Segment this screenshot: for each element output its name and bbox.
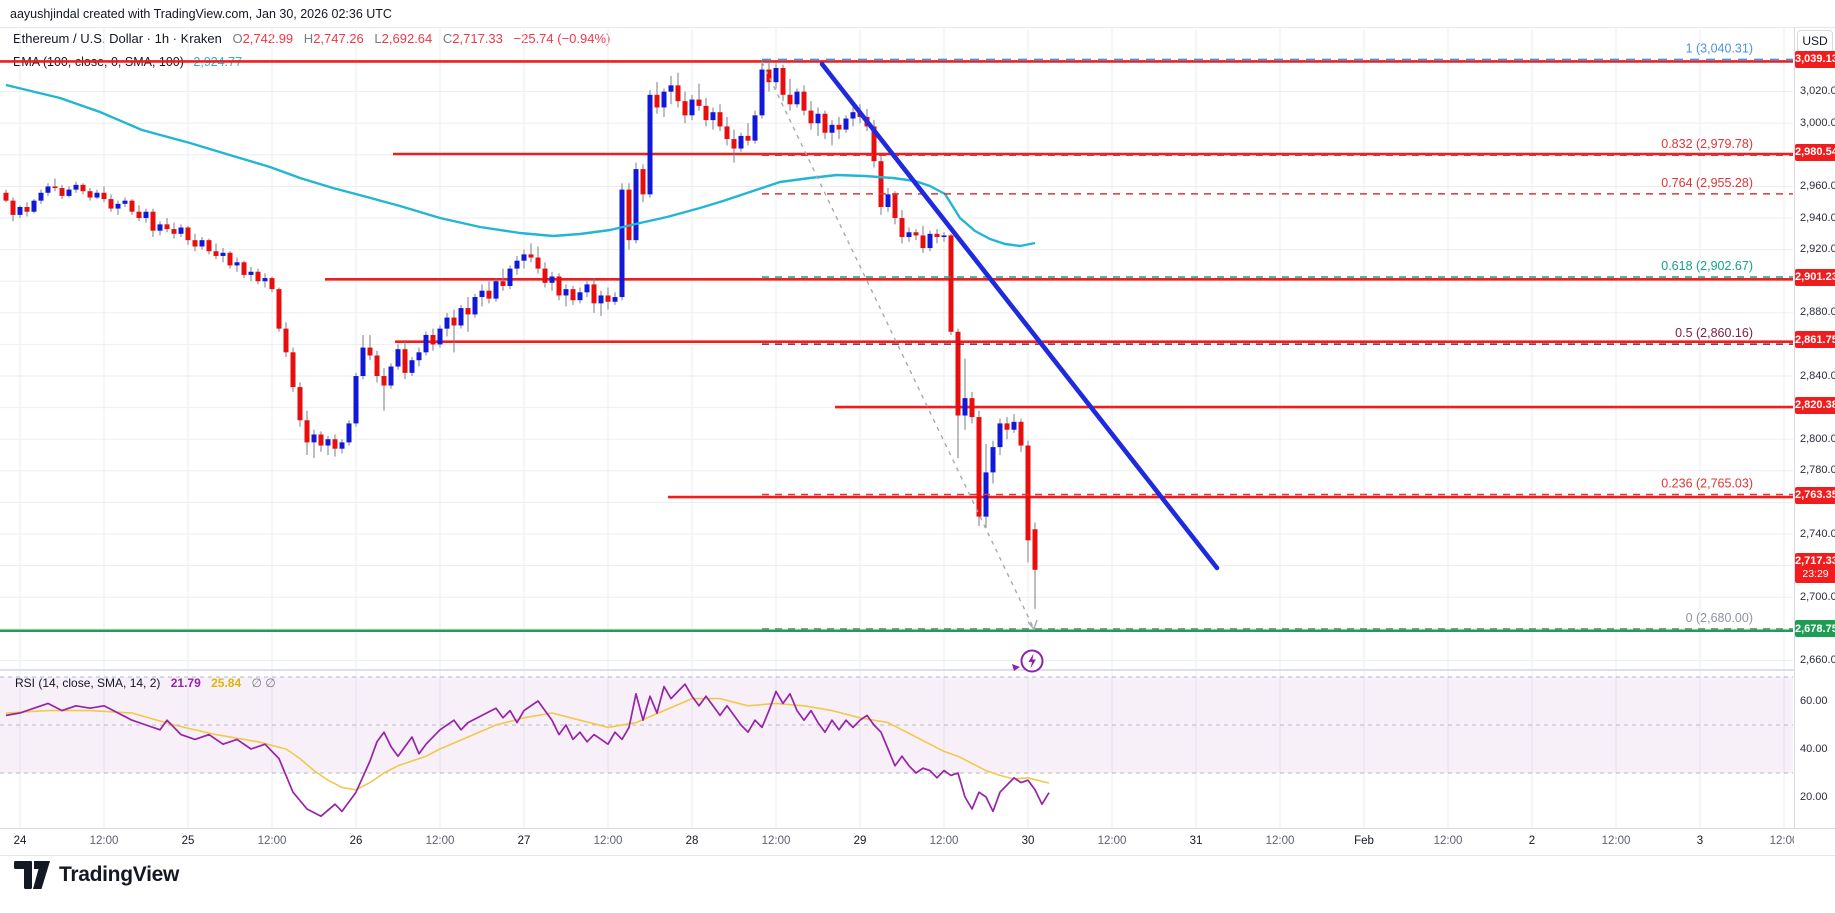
time-tick-label: 12:00 — [257, 835, 287, 847]
fib-level-label: 0.618 (2,902.67) — [1661, 259, 1753, 273]
rsi-label: RSI (14, close, SMA, 14, 2) — [15, 676, 161, 690]
rsi-tick-label: 20.00 — [1800, 790, 1828, 803]
price-tick-label: 2,840.00 — [1800, 369, 1835, 382]
price-level-badge: 2,763.35 — [1795, 486, 1835, 504]
time-tick-label: 25 — [181, 835, 195, 847]
low-label: L — [374, 31, 382, 46]
time-tick-label: 12:00 — [1601, 835, 1631, 847]
high-value: 2,747.26 — [313, 31, 364, 46]
brand-wordmark: TradingView — [59, 863, 180, 886]
time-tick-label: 12:00 — [761, 835, 791, 847]
time-tick-label: 12:00 — [1769, 835, 1794, 847]
time-tick-label: 12:00 — [1433, 835, 1463, 847]
time-tick-label: 27 — [517, 835, 531, 847]
time-tick-label: 28 — [685, 835, 699, 847]
time-tick-label: 12:00 — [1265, 835, 1295, 847]
time-axis[interactable]: 24 12:00 25 12:00 26 12:00 27 12:00 28 12:00 29 12:… — [0, 828, 1835, 856]
countdown-timer: 23:29 — [1802, 568, 1829, 581]
attribution-bar: aayushjindal created with TradingView.co… — [0, 0, 1835, 28]
price-level-badge: 2,901.23 — [1795, 268, 1835, 286]
time-tick-label: 3 — [1696, 835, 1704, 847]
rsi-line — [5, 683, 1050, 818]
price-tick-label: 2,940.00 — [1800, 211, 1835, 224]
fib-level-label: 0.5 (2,860.16) — [1675, 326, 1753, 340]
price-axis[interactable]: USD 3,020.00 3,000.00 2,960.00 2,940.00 2,92… — [1794, 28, 1835, 828]
price-tick-label: 2,920.00 — [1800, 243, 1835, 256]
currency-toggle-button[interactable]: USD — [1797, 30, 1833, 53]
time-tick-label: 12:00 — [929, 835, 959, 847]
price-tick-label: 2,800.00 — [1800, 432, 1835, 445]
price-level-badge: 3,039.13 — [1795, 50, 1835, 68]
price-level-badge: 2,861.75 — [1795, 331, 1835, 349]
price-tick-label: 3,020.00 — [1800, 85, 1835, 98]
fib-level-label: 0.764 (2,955.28) — [1661, 176, 1753, 190]
close-value: 2,717.33 — [452, 31, 503, 46]
rsi-tick-label: 40.00 — [1800, 742, 1828, 755]
time-tick-label: 12:00 — [1097, 835, 1127, 847]
close-label: C — [442, 31, 453, 46]
current-price-badge: 2,717.33 23:29 — [1795, 552, 1835, 583]
high-label: H — [303, 31, 314, 46]
time-tick-label: 12:00 — [89, 835, 119, 847]
tradingview-footer[interactable]: TradingView — [14, 861, 179, 889]
low-value: 2,692.64 — [381, 31, 433, 46]
time-tick-label: 31 — [1189, 835, 1203, 847]
attribution-text: aayushjindal created with TradingView.co… — [10, 7, 392, 21]
rsi-ma-line — [5, 697, 1050, 791]
price-level-badge: 2,820.38 — [1795, 396, 1835, 414]
lightning-bolt-icon — [1028, 653, 1036, 669]
time-tick-label: 24 — [13, 835, 27, 847]
ema-line — [5, 83, 1036, 248]
price-tick-label: 2,740.00 — [1800, 527, 1835, 540]
cursor-pointer-icon — [1012, 664, 1020, 671]
symbol-title: Ethereum / U.S. Dollar · 1h · Kraken — [13, 31, 222, 46]
time-tick-label: Feb — [1354, 835, 1374, 847]
fib-baseline — [761, 61, 1035, 630]
price-level-badge: 2,678.75 — [1795, 620, 1835, 638]
rsi-tick-label: 60.00 — [1800, 694, 1828, 707]
price-tick-label: 2,660.00 — [1800, 653, 1835, 666]
fib-level-label: 0.236 (2,765.03) — [1661, 476, 1753, 490]
time-tick-label: 26 — [349, 835, 363, 847]
open-value: 2,742.99 — [242, 31, 294, 46]
rsi-empty-values: ∅ ∅ — [251, 676, 276, 690]
fib-level-label: 0 (2,680.00) — [1686, 611, 1753, 625]
price-tick-label: 2,960.00 — [1800, 179, 1835, 192]
time-tick-label: 29 — [853, 835, 867, 847]
chart-canvas[interactable]: 1 (3,040.31) 0.832 (2,979.78) 0.764 (2,955… — [0, 0, 1794, 828]
rsi-value: 21.79 — [170, 676, 201, 690]
fib-level-label: 1 (3,040.31) — [1686, 42, 1753, 56]
time-tick-label: 12:00 — [425, 835, 455, 847]
fib-level-label: 0.832 (2,979.78) — [1661, 137, 1753, 151]
open-label: O — [232, 31, 243, 46]
rsi-legend[interactable]: RSI (14, close, SMA, 14, 2) 21.79 25.84 … — [15, 676, 276, 690]
price-tick-label: 3,000.00 — [1800, 116, 1835, 129]
trend-line — [819, 61, 1220, 571]
symbol-legend[interactable]: Ethereum / U.S. Dollar · 1h · Kraken O2,… — [13, 31, 610, 46]
price-tick-label: 2,780.00 — [1800, 464, 1835, 477]
time-tick-label: 30 — [1021, 835, 1035, 847]
time-tick-label: 12:00 — [593, 835, 623, 847]
price-level-badge: 2,980.54 — [1795, 143, 1835, 161]
rsi-ma-value: 25.84 — [211, 676, 242, 690]
time-tick-label: 2 — [1528, 835, 1536, 847]
tradingview-logo-icon — [14, 861, 50, 889]
candles — [3, 60, 1038, 609]
quick-action-lightning-icon[interactable] — [1009, 643, 1049, 679]
price-tick-label: 2,880.00 — [1800, 306, 1835, 319]
change-value: −25.74 (−0.94%) — [513, 31, 611, 46]
price-tick-label: 2,700.00 — [1800, 590, 1835, 603]
pane-divider[interactable] — [0, 669, 1835, 671]
